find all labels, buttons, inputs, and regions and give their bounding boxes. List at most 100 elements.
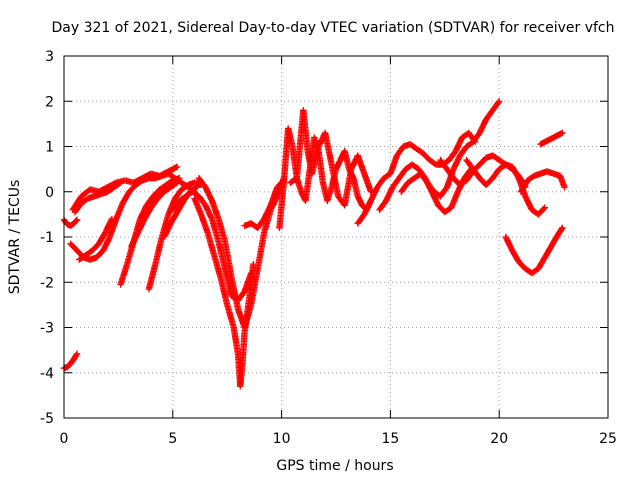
interpolated-markers (427, 157, 438, 167)
interpolated-markers (408, 141, 419, 152)
interpolated-markers (117, 262, 130, 287)
interpolated-markers (464, 139, 475, 149)
interpolated-markers (241, 303, 254, 330)
interpolated-markers (328, 162, 342, 198)
series-arc-16 (287, 107, 375, 209)
interpolated-markers (276, 181, 287, 230)
interpolated-markers (196, 194, 208, 208)
interpolated-markers (375, 176, 387, 190)
interpolated-markers (135, 217, 148, 235)
interpolated-markers (120, 189, 132, 206)
y-tick-label: -5 (40, 411, 54, 427)
y-tick-label: 1 (45, 140, 54, 156)
interpolated-markers (217, 276, 231, 307)
interpolated-markers (209, 217, 222, 244)
interpolated-markers (79, 196, 90, 206)
interpolated-markers (70, 194, 84, 212)
data-point (559, 129, 566, 137)
interpolated-markers (77, 252, 88, 262)
interpolated-markers (418, 171, 430, 185)
interpolated-markers (102, 217, 115, 235)
interpolated-markers (555, 225, 565, 237)
interpolated-markers (551, 132, 561, 141)
interpolated-markers (96, 230, 108, 246)
interpolated-markers (177, 193, 188, 204)
interpolated-markers (61, 364, 70, 371)
interpolated-markers (509, 248, 522, 264)
interpolated-markers (90, 241, 101, 253)
interpolated-markers (377, 198, 389, 212)
series-arc-13 (195, 174, 287, 331)
x-tick-label: 0 (60, 431, 69, 447)
interpolated-markers (190, 189, 201, 199)
interpolated-markers (350, 176, 361, 198)
interpolated-markers (222, 266, 235, 298)
interpolated-markers (146, 262, 159, 291)
interpolated-markers (538, 139, 548, 147)
interpolated-markers (137, 203, 150, 221)
interpolated-markers (65, 221, 73, 229)
interpolated-markers (438, 158, 450, 172)
interpolated-markers (285, 126, 296, 149)
interpolated-markers (168, 180, 180, 190)
interpolated-markers (100, 235, 113, 253)
interpolated-markers (162, 184, 173, 195)
interpolated-markers (164, 178, 175, 188)
interpolated-markers (202, 203, 215, 221)
interpolated-markers (516, 259, 528, 271)
data-point (561, 184, 568, 191)
interpolated-markers (261, 203, 274, 221)
interpolated-markers (148, 196, 160, 210)
interpolated-markers (94, 248, 106, 260)
interpolated-markers (288, 175, 299, 185)
interpolated-markers (215, 217, 228, 244)
series-arc-8 (128, 179, 181, 250)
interpolated-markers (161, 221, 174, 239)
interpolated-markers (105, 184, 116, 195)
interpolated-markers (462, 167, 474, 181)
interpolated-markers (536, 205, 548, 217)
interpolated-markers (483, 108, 495, 122)
interpolated-markers (142, 205, 154, 221)
interpolated-markers (457, 144, 469, 158)
interpolated-markers (470, 131, 482, 144)
interpolated-markers (387, 153, 400, 176)
interpolated-markers (151, 187, 162, 199)
interpolated-markers (390, 176, 402, 190)
interpolated-markers (112, 180, 123, 190)
interpolated-markers (522, 194, 535, 212)
interpolated-markers (535, 255, 548, 271)
interpolated-markers (490, 153, 502, 163)
series-arc-19 (398, 98, 503, 200)
interpolated-markers (446, 149, 458, 162)
interpolated-markers (420, 151, 432, 163)
interpolated-markers (396, 167, 408, 181)
y-tick-label: -3 (40, 321, 54, 337)
interpolated-markers (525, 173, 536, 183)
interpolated-markers (191, 196, 204, 217)
interpolated-markers (381, 171, 393, 181)
interpolated-markers (355, 153, 367, 176)
interpolated-markers (425, 180, 437, 194)
data-point (108, 215, 116, 223)
interpolated-markers (464, 158, 476, 172)
data-point (541, 204, 549, 211)
data-point (173, 179, 181, 186)
interpolated-markers (448, 189, 461, 210)
interpolated-markers (355, 212, 367, 226)
interpolated-markers (442, 205, 454, 215)
interpolated-markers (224, 303, 237, 330)
interpolated-markers (490, 99, 502, 113)
interpolated-markers (152, 235, 165, 266)
interpolated-markers (438, 185, 450, 199)
interpolated-markers (255, 216, 267, 230)
interpolated-markers (65, 361, 73, 370)
interpolated-markers (168, 210, 180, 226)
y-tick-label: -1 (40, 230, 54, 246)
series-arc-6 (76, 215, 116, 263)
data-point (176, 174, 183, 182)
interpolated-markers (170, 198, 182, 212)
interpolated-markers (484, 176, 495, 188)
x-tick-label: 5 (168, 431, 177, 447)
